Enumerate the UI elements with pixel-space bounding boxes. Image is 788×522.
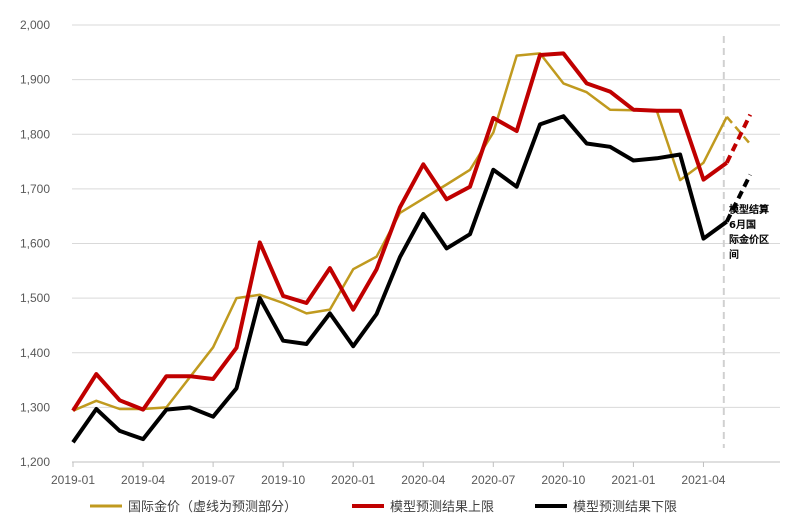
series-forecast-line	[725, 113, 752, 164]
x-tick-label: 2020-10	[541, 473, 585, 487]
x-tick-label: 2021-01	[611, 473, 655, 487]
annotation-line-3: 际金价区	[729, 233, 769, 246]
series-forecast-line	[725, 173, 752, 223]
series-lines	[71, 51, 752, 444]
y-tick-label: 2,000	[20, 18, 50, 32]
x-axis: 2019-01 2019-04 2019-07 2019-10 2020-01 2020-…	[51, 461, 780, 487]
x-tick-label: 2020-04	[401, 473, 445, 487]
legend-label-lower: 模型预测结果下限	[573, 500, 677, 515]
gridlines	[72, 24, 780, 463]
x-tick-label: 2019-10	[261, 473, 305, 487]
y-tick-label: 1,500	[20, 291, 50, 305]
series-line	[71, 114, 728, 444]
annotation: 模型结算 6月国 际金价区 间	[729, 203, 769, 261]
annotation-line-1: 模型结算	[729, 203, 769, 216]
series-line	[71, 51, 728, 412]
y-tick-label: 1,700	[20, 182, 50, 196]
legend-label-gold: 国际金价（虚线为预测部分）	[128, 499, 297, 515]
annotation-line-2: 6月国	[729, 219, 756, 231]
y-tick-label: 1,400	[20, 346, 50, 360]
x-tick-label: 2021-04	[681, 473, 725, 487]
legend-label-upper: 模型预测结果上限	[390, 500, 494, 515]
x-tick-label: 2019-01	[51, 473, 95, 487]
annotation-line-4: 间	[729, 248, 739, 261]
x-tick-label: 2020-07	[471, 473, 515, 487]
legend: 国际金价（虚线为预测部分） 模型预测结果上限 模型预测结果下限	[90, 499, 677, 515]
x-tick-label: 2019-07	[191, 473, 235, 487]
x-tick-label: 2020-01	[331, 473, 375, 487]
y-tick-label: 1,200	[20, 455, 50, 469]
y-tick-label: 1,800	[20, 127, 50, 141]
y-axis: 1,200 1,300 1,400 1,500 1,600 1,700 1,800 1,900…	[20, 18, 50, 469]
x-tick-label: 2019-04	[121, 473, 165, 487]
y-tick-label: 1,600	[20, 237, 50, 251]
y-tick-label: 1,900	[20, 73, 50, 87]
series-forecast-line	[725, 115, 752, 145]
y-tick-label: 1,300	[20, 400, 50, 414]
